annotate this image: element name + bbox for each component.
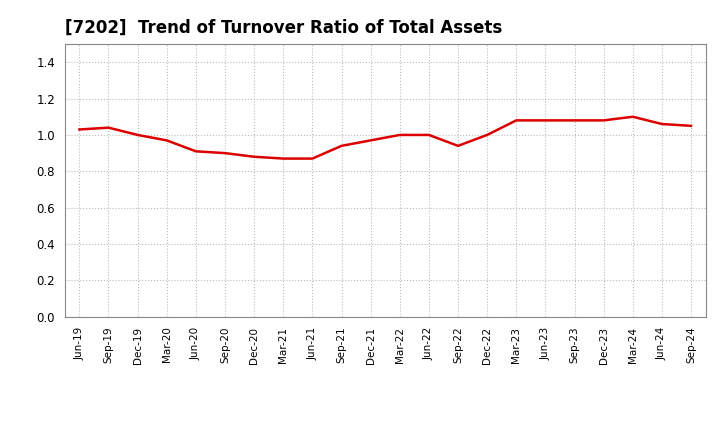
Text: [7202]  Trend of Turnover Ratio of Total Assets: [7202] Trend of Turnover Ratio of Total … [65, 19, 502, 37]
